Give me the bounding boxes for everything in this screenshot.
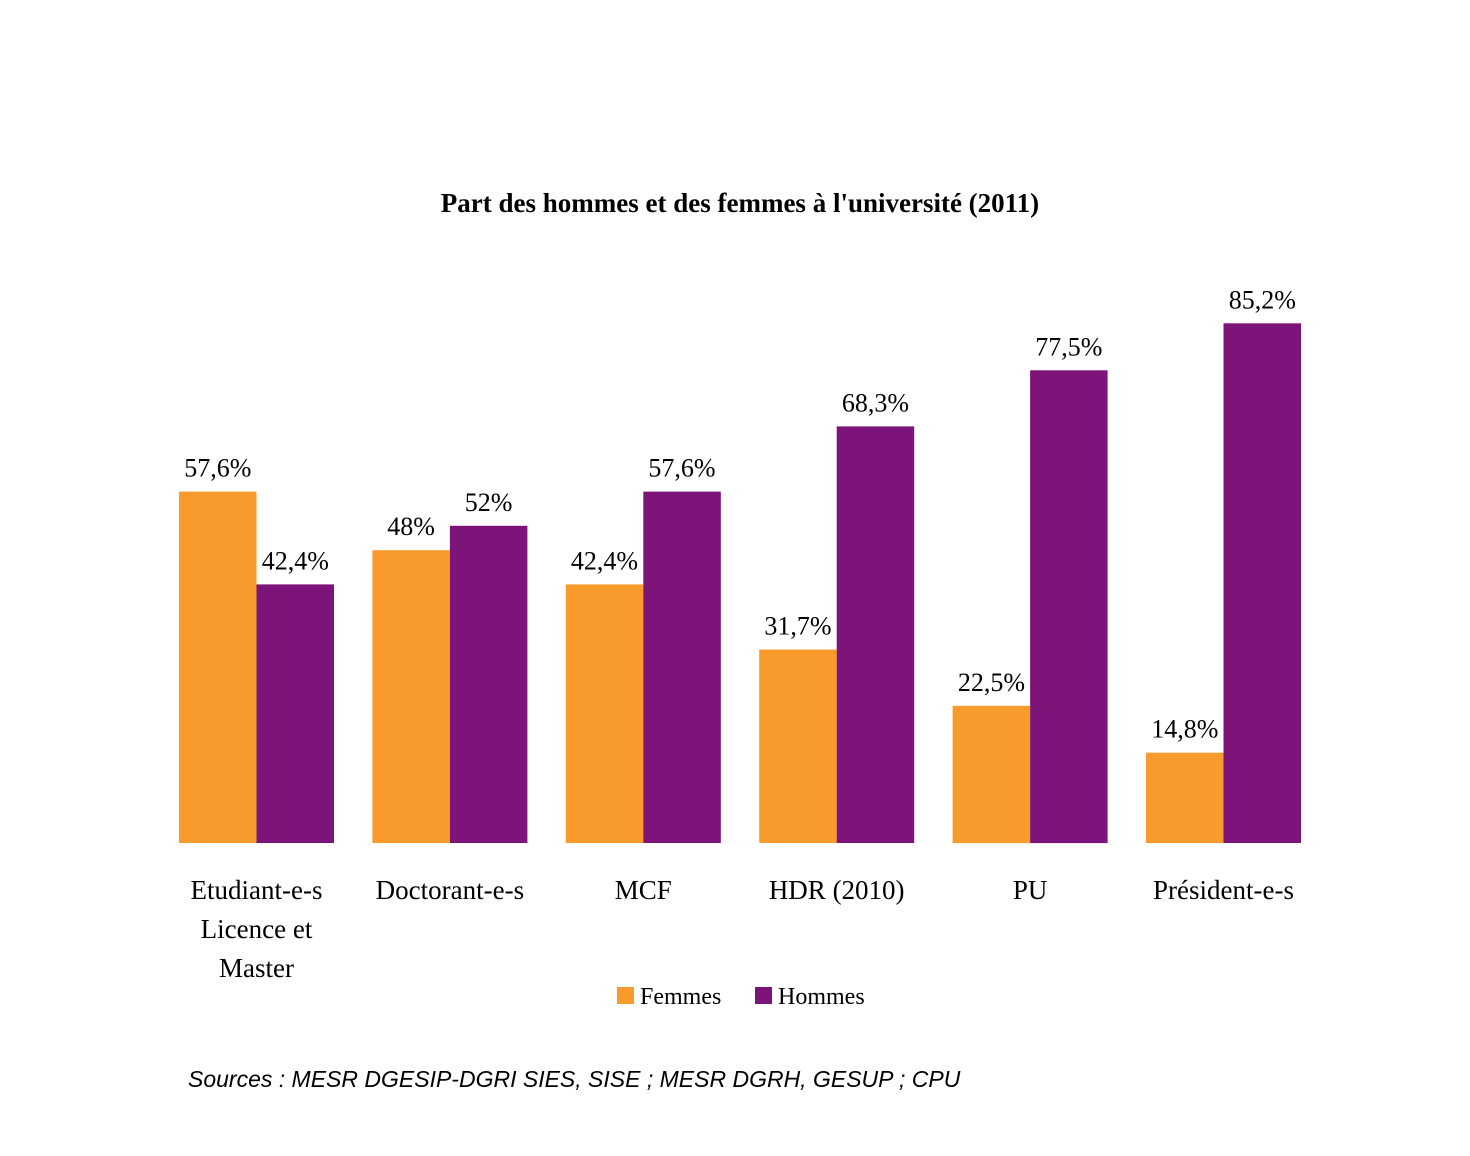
bar-hommes-4 (1030, 370, 1108, 844)
bar-hommes-5 (1223, 323, 1301, 843)
bar-femmes-4 (952, 705, 1031, 844)
category-axis-labels: Etudiant-e-s Licence et Master Doctorant-e-… (191, 875, 1294, 983)
data-label-femmes-3: 31,7% (764, 612, 831, 641)
bar-hommes-3 (836, 426, 915, 843)
data-label-femmes-2: 42,4% (571, 546, 638, 575)
category-label-1-line-0: Doctorant-e-s (376, 875, 524, 905)
bar-femmes-2 (565, 584, 644, 843)
category-label-0-line-1: Licence et (201, 914, 313, 944)
legend-swatch-hommes (755, 987, 772, 1004)
bar-femmes-0 (179, 491, 257, 843)
legend-label-hommes: Hommes (778, 984, 865, 1010)
data-label-hommes-3: 68,3% (842, 388, 909, 417)
category-label-0-line-2: Master (219, 953, 294, 983)
data-label-femmes-5: 14,8% (1151, 715, 1218, 744)
bar-femmes-1 (372, 550, 450, 843)
bars-layer (179, 323, 1301, 844)
category-label-0-line-0: Etudiant-e-s (191, 875, 323, 905)
legend-label-femmes: Femmes (640, 984, 721, 1010)
bar-hommes-0 (256, 584, 334, 843)
category-label-2-line-0: MCF (615, 875, 672, 905)
data-label-hommes-1: 52% (465, 488, 513, 517)
data-label-hommes-0: 42,4% (262, 546, 329, 575)
data-label-femmes-0: 57,6% (184, 454, 251, 483)
category-label-3-line-0: HDR (2010) (769, 875, 905, 905)
legend-swatch-femmes (617, 987, 634, 1004)
data-label-hommes-2: 57,6% (648, 454, 715, 483)
category-label-4-line-0: PU (1013, 875, 1048, 905)
data-label-hommes-4: 77,5% (1035, 332, 1102, 361)
category-label-5-line-0: Président-e-s (1153, 875, 1294, 905)
bar-hommes-2 (643, 491, 721, 843)
data-label-femmes-4: 22,5% (958, 668, 1025, 697)
data-label-femmes-1: 48% (387, 512, 435, 541)
data-labels-layer: 57,6% 42,4% 48% 52% 42,4% 57,6% 31,7% 68,3% 22,5… (184, 285, 1296, 743)
data-label-hommes-5: 85,2% (1229, 285, 1296, 314)
bar-femmes-5 (1146, 752, 1224, 843)
source-note: Sources : MESR DGESIP-DGRI SIES, SISE ; … (188, 1066, 961, 1092)
chart-title: Part des hommes et des femmes à l'univer… (441, 188, 1039, 218)
legend: Femmes Hommes (617, 984, 865, 1010)
bar-femmes-3 (759, 649, 837, 843)
bar-hommes-1 (449, 525, 528, 843)
